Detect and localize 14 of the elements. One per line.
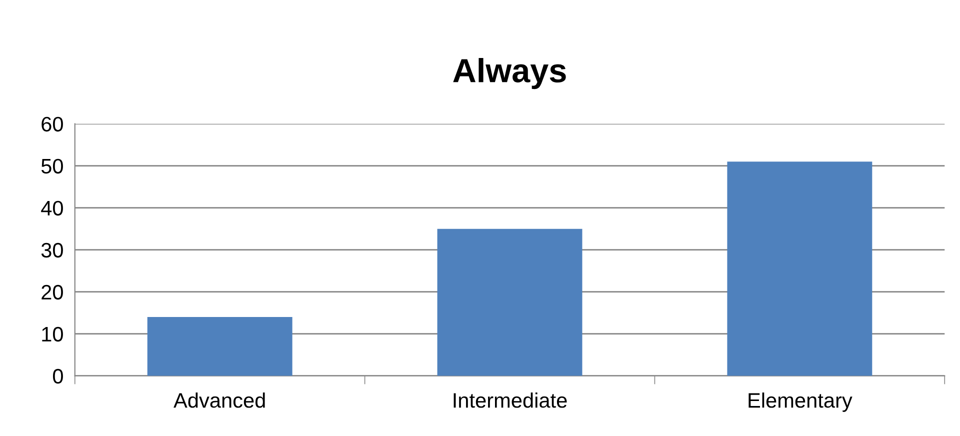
y-tick-label: 60 bbox=[42, 116, 63, 132]
bar bbox=[727, 162, 872, 376]
y-tick-label: 20 bbox=[42, 284, 63, 300]
x-tick-label: Advanced bbox=[174, 392, 265, 408]
y-tick-label: 10 bbox=[42, 326, 63, 342]
bar bbox=[147, 317, 292, 376]
x-tick-label: Intermediate bbox=[454, 392, 567, 408]
x-tick-label: Elementary bbox=[748, 392, 852, 412]
bar bbox=[437, 228, 582, 376]
y-tick-label: 50 bbox=[41, 158, 63, 174]
y-tick-label: 0 bbox=[52, 368, 63, 384]
chart-title: Always bbox=[453, 58, 566, 90]
y-tick-label: 30 bbox=[41, 242, 63, 258]
y-tick-label: 40 bbox=[41, 200, 63, 216]
